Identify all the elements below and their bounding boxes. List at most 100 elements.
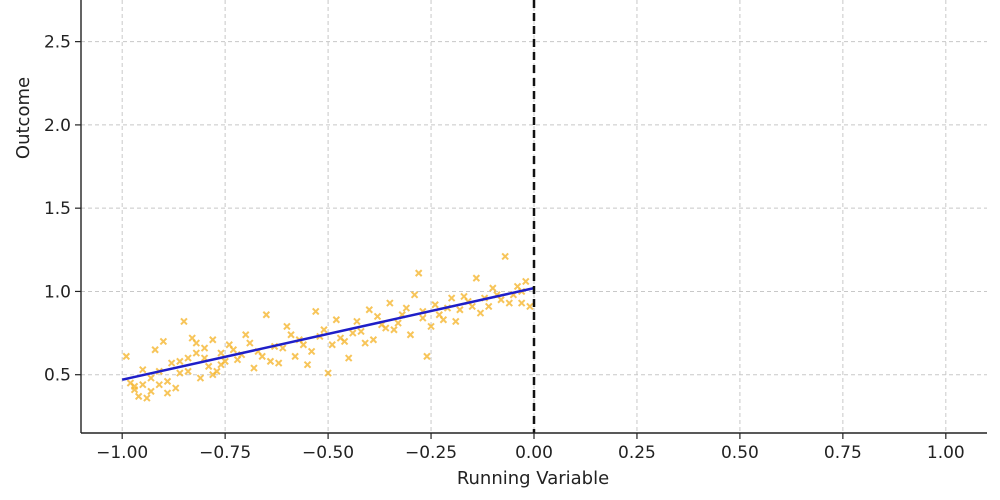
scatter-point — [447, 294, 456, 302]
scatter-point — [184, 354, 192, 362]
scatter-point — [250, 364, 258, 372]
scatter-point — [192, 349, 201, 357]
scatter-point — [262, 311, 271, 319]
x-axis-label: Running Variable — [457, 468, 609, 489]
scatter-point — [517, 299, 526, 307]
scatter-point — [283, 322, 291, 331]
scatter-point — [229, 346, 238, 354]
scatter-point — [196, 374, 205, 382]
x-tick-label: 0.25 — [618, 443, 656, 463]
scatter-point — [456, 306, 464, 314]
scatter-point — [180, 317, 188, 326]
scatter-point — [246, 339, 254, 347]
scatter-point — [419, 314, 427, 322]
scatter-point — [139, 366, 147, 374]
scatter-point — [266, 357, 275, 366]
scatter-point — [522, 277, 530, 286]
scatter-point — [134, 392, 143, 401]
scatter-point — [361, 339, 369, 347]
y-tick-label: 1.5 — [44, 199, 71, 219]
scatter-point — [204, 362, 213, 371]
scatter-point — [122, 352, 131, 361]
x-tick-label: −0.50 — [302, 443, 354, 463]
scatter-point — [369, 336, 378, 344]
scatter-point — [526, 302, 534, 311]
scatter-point — [435, 311, 443, 319]
scatter-point — [159, 337, 168, 346]
x-axis-ticks: −1.00 −0.75 −0.50 −0.25 0.00 0.25 0.50 0.75 1.00 — [96, 433, 965, 463]
scatter-point — [423, 352, 431, 361]
fit-line-group — [121, 286, 535, 381]
scatter-point — [472, 274, 481, 282]
scatter-point — [353, 317, 361, 326]
scatter-point — [460, 292, 468, 301]
scatter-point — [484, 302, 493, 311]
scatter-point — [147, 374, 155, 382]
x-tick-label: −0.25 — [405, 443, 457, 463]
y-axis-label: Outcome — [13, 77, 34, 159]
scatter-point — [143, 394, 151, 402]
scatter-point — [489, 284, 497, 292]
scatter-point — [303, 361, 312, 369]
scatter-point — [410, 291, 419, 299]
x-tick-label: −0.75 — [199, 443, 251, 463]
scatter-point — [217, 361, 225, 369]
scatter-point — [155, 380, 163, 389]
scatter-point — [394, 319, 402, 327]
scatter-point — [406, 331, 415, 339]
scatter-point — [312, 307, 320, 316]
scatter-point — [130, 382, 139, 391]
y-tick-label: 1.0 — [44, 282, 71, 302]
scatter-point — [307, 347, 316, 356]
scatter-point — [468, 302, 476, 311]
scatter-point — [279, 344, 287, 352]
scatter-point — [373, 312, 382, 321]
scatter-point — [291, 352, 299, 361]
scatter-point — [501, 252, 509, 261]
scatter-point — [200, 344, 209, 352]
scatter-point — [382, 324, 390, 332]
scatter-point — [386, 299, 394, 307]
scatter-point — [320, 326, 328, 334]
y-tick-label: 2.5 — [44, 33, 71, 53]
scatter-point — [209, 371, 217, 379]
fit-line — [121, 286, 535, 381]
scatter-point — [139, 380, 147, 389]
scatter-point — [274, 359, 283, 367]
scatter-point — [147, 387, 155, 396]
scatter-point — [328, 341, 336, 349]
scatter-point — [299, 341, 308, 349]
x-tick-label: 0.50 — [721, 443, 759, 463]
x-tick-label: 1.00 — [927, 443, 965, 463]
y-tick-label: 2.0 — [44, 116, 71, 136]
scatter-point — [505, 299, 513, 307]
y-axis-ticks: 0.5 1.0 1.5 2.0 2.5 — [44, 33, 81, 386]
scatter-point — [365, 306, 373, 314]
y-tick-label: 0.5 — [44, 366, 71, 386]
scatter-point — [151, 346, 159, 354]
scatter-point — [242, 331, 250, 339]
scatter-point — [287, 331, 295, 339]
x-tick-label: 0.75 — [824, 443, 862, 463]
scatter-point — [184, 367, 192, 376]
scatter-point — [192, 339, 201, 347]
scatter-point — [209, 336, 217, 344]
scatter-point — [176, 357, 184, 366]
scatter-point — [332, 316, 341, 324]
scatter-point — [176, 369, 184, 377]
scatter-point — [163, 377, 172, 386]
scatter-point — [217, 349, 225, 357]
scatter-point — [258, 352, 266, 361]
scatter-point — [431, 301, 439, 309]
scatter-point — [414, 269, 423, 277]
scatter-point — [167, 359, 176, 367]
scatter-point — [163, 389, 172, 397]
scatter-point — [172, 384, 180, 392]
scatter-series — [122, 252, 534, 402]
scatter-point — [349, 329, 357, 337]
scatter-point — [357, 327, 365, 336]
scatter-point — [390, 326, 398, 334]
x-tick-label: 0.00 — [515, 443, 553, 463]
scatter-point — [402, 304, 411, 312]
